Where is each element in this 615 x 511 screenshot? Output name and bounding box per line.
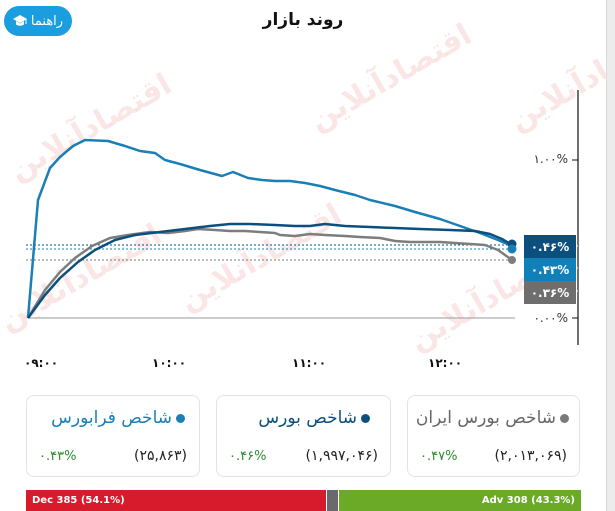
card-bourse[interactable]: شاخص بورس (۱,۹۹۷,۰۴۶) ۰.۴۶% [216, 395, 391, 477]
end-tag-farabourse: ۰.۴۳% [524, 258, 576, 281]
card-iran-bourse[interactable]: شاخص بورس ایران (۲,۰۱۳,۰۶۹) ۰.۴۷% [407, 395, 580, 477]
page-title: روند بازار [262, 10, 344, 30]
end-tag-bourse: ۰.۴۶% [524, 235, 576, 258]
series-farabourse-endpoint [507, 244, 517, 254]
decliners-label: Dec 385 (54.1%) [32, 495, 125, 506]
card-title-text: شاخص بورس [258, 408, 357, 428]
market-breadth-bar: Dec 385 (54.1%) Adv 308 (43.3%) [26, 490, 581, 511]
page-scrollbar-gutter [606, 0, 615, 511]
unchanged-segment [326, 490, 339, 511]
graduation-cap-icon [12, 15, 27, 26]
card-value: (۱,۹۹۷,۰۴۶) [305, 448, 378, 464]
card-title: شاخص بورس [258, 408, 370, 428]
card-title-text: شاخص فرابورس [51, 408, 172, 428]
end-tag-iran: ۰.۳۶% [524, 281, 576, 304]
legend-dot-icon [560, 413, 569, 423]
card-change: ۰.۴۷% [420, 449, 458, 464]
advancers-label: Adv 308 (43.3%) [481, 495, 575, 506]
card-value: (۲,۰۱۳,۰۶۹) [494, 448, 567, 464]
card-value: (۲۵,۸۶۳) [134, 448, 187, 464]
series-bourse-line [26, 222, 513, 319]
card-change: ۰.۴۶% [229, 449, 267, 464]
guide-button-label: راهنما [30, 13, 64, 29]
advancers-segment: Adv 308 (43.3%) [339, 490, 581, 511]
card-farabourse[interactable]: شاخص فرابورس (۲۵,۸۶۳) ۰.۴۳% [26, 395, 200, 477]
card-title-text: شاخص بورس ایران [415, 408, 556, 428]
series-iran-endpoint [508, 256, 516, 264]
card-change: ۰.۴۳% [39, 449, 77, 464]
x-tick-label: ۱۲:۰۰ [428, 356, 463, 370]
index-cards: شاخص بورس ایران (۲,۰۱۳,۰۶۹) ۰.۴۷% شاخص ب… [0, 395, 606, 477]
x-tick-label: ۱۱:۰۰ [292, 356, 327, 370]
series-iran-bourse-line [26, 227, 513, 319]
guide-button[interactable]: راهنما [4, 6, 72, 36]
y-tick-label: ۱.۰۰% [533, 152, 568, 166]
legend-dot-icon [361, 413, 370, 423]
x-tick-label: ۱۰:۰۰ [152, 356, 187, 370]
y-tick-label: ۰.۰۰% [533, 311, 568, 325]
chart-canvas [26, 90, 579, 345]
x-tick-label: ۰۹:۰۰ [24, 356, 59, 370]
card-title: شاخص بورس ایران [416, 408, 569, 428]
legend-dot-icon [176, 413, 185, 423]
market-trend-chart: ۱.۰۰% ۰.۰۰% ۰.۴۶% ۰.۴۳% ۰.۳۶% ۰۹:۰۰ ۱۰:۰… [24, 90, 579, 370]
series-farabourse-line [26, 138, 513, 319]
card-title: شاخص فرابورس [51, 408, 185, 428]
decliners-segment: Dec 385 (54.1%) [26, 490, 326, 511]
